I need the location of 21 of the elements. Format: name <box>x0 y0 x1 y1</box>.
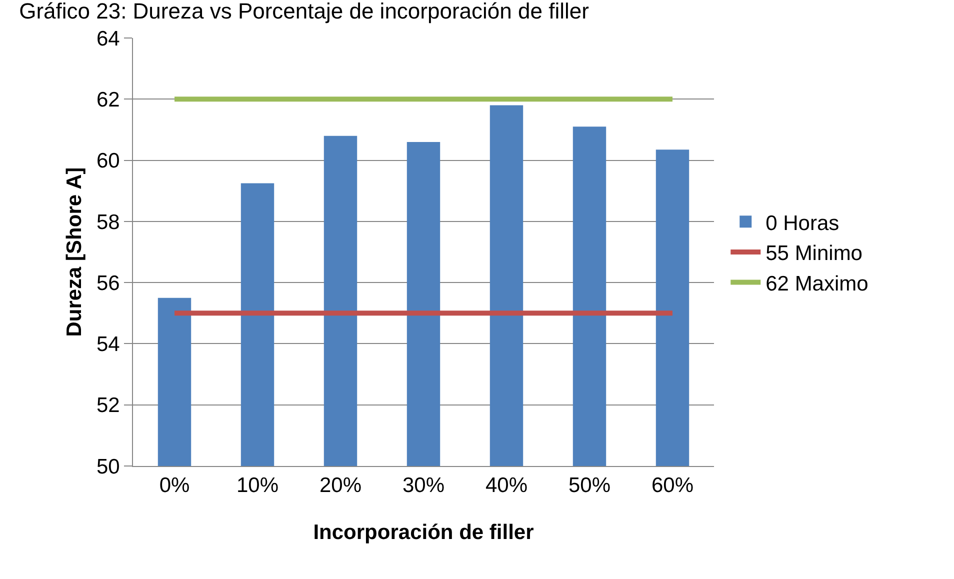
y-axis-title: Dureza [Shore A] <box>63 167 86 337</box>
legend-label: 0 Horas <box>766 212 840 235</box>
legend-label: 55 Minimo <box>766 242 862 266</box>
y-tick-label: 64 <box>96 27 120 50</box>
y-tick-label: 54 <box>96 333 120 356</box>
x-tick-label: 60% <box>651 474 694 498</box>
x-tick-label: 30% <box>402 474 445 498</box>
x-axis-title: Incorporación de filler <box>313 521 534 544</box>
y-tick-label: 60 <box>96 150 120 173</box>
y-tick-label: 56 <box>96 272 120 295</box>
chart-title: Gráfico 23: Dureza vs Porcentaje de incorporación de filler <box>19 0 589 24</box>
legend-label: 62 Maximo <box>766 272 868 296</box>
y-tick-label: 62 <box>96 88 120 112</box>
y-tick-label: 52 <box>96 394 120 418</box>
y-tick-label: 58 <box>96 210 120 234</box>
x-tick-label: 10% <box>236 474 279 498</box>
x-tick-label: 20% <box>319 474 362 498</box>
x-tick-label: 0% <box>159 474 190 498</box>
y-tick-label: 50 <box>96 455 120 478</box>
x-tick-label: 40% <box>485 474 528 498</box>
x-tick-label: 50% <box>568 474 611 498</box>
